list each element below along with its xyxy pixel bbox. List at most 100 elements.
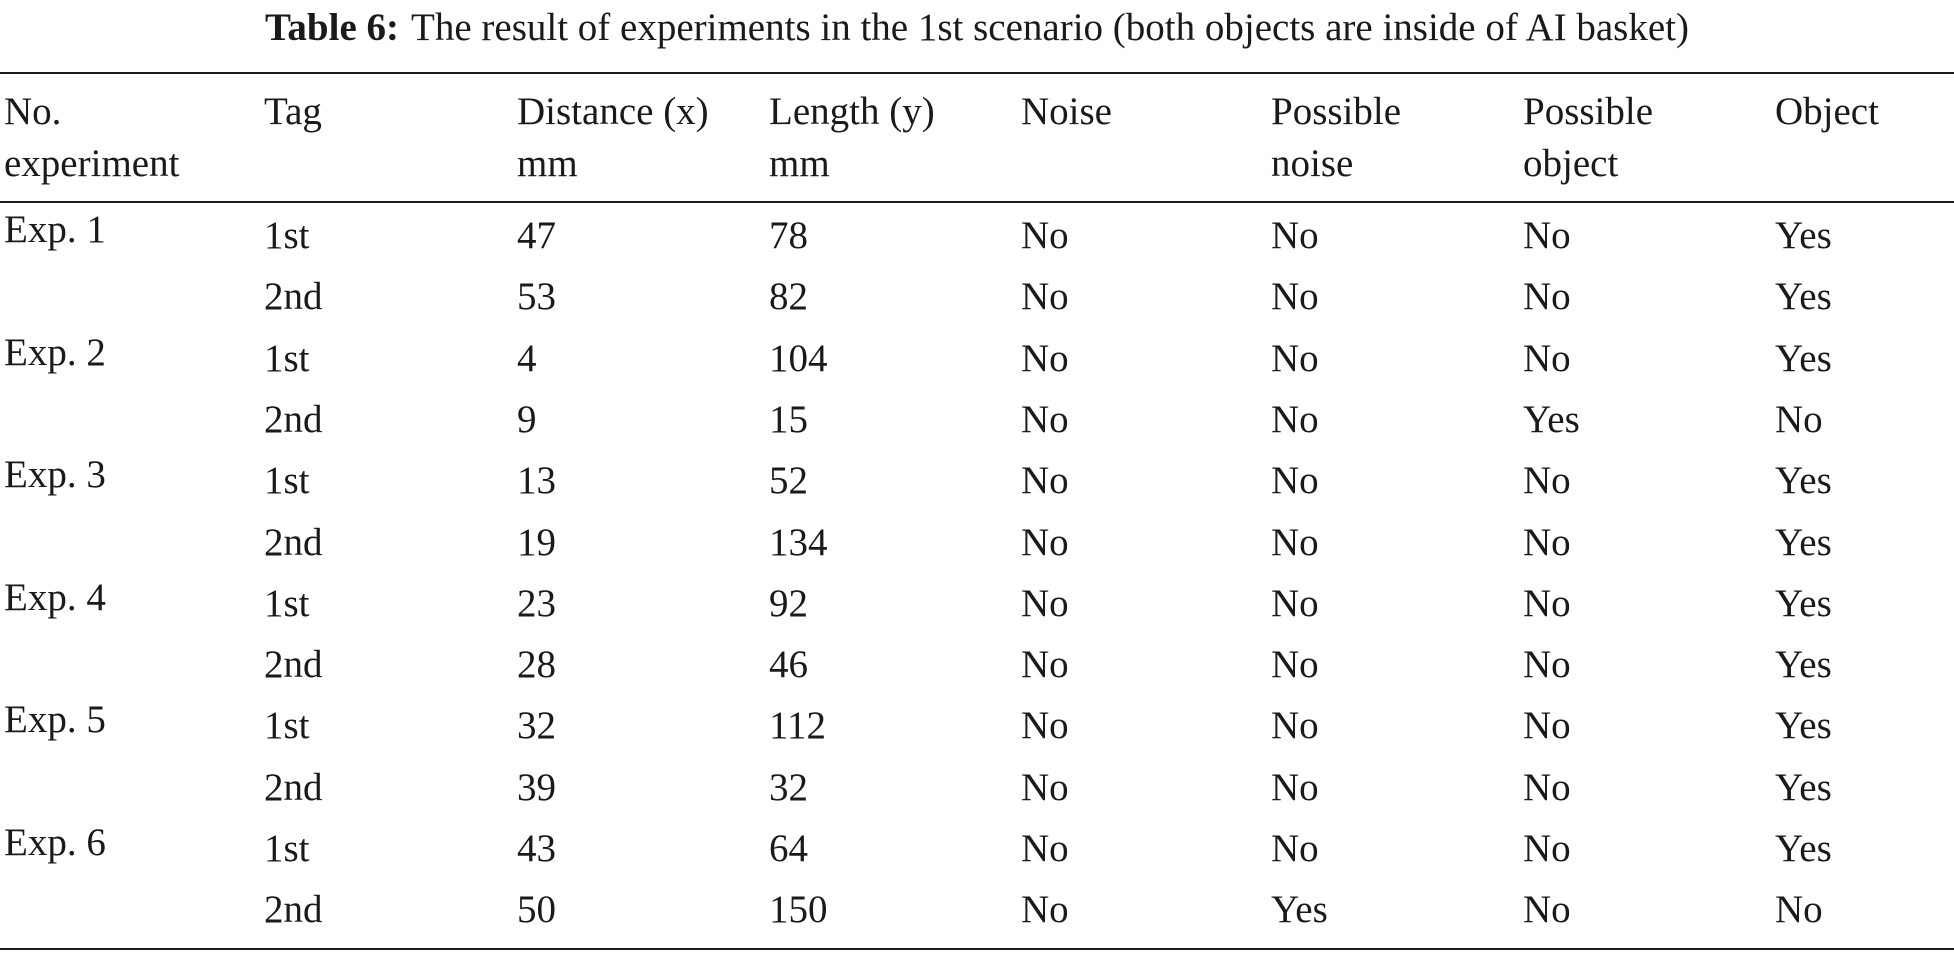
cell-possible-object: No [1523, 275, 1571, 319]
cell-noise: No [1021, 581, 1069, 625]
cell-possible-noise: No [1271, 459, 1319, 503]
cell-distance: 32 [517, 704, 556, 748]
cell-possible-noise: No [1271, 704, 1319, 748]
table-caption: Table 6: The result of experiments in the… [0, 0, 1954, 56]
header-line: experiment [4, 142, 180, 185]
cell-tag: 2nd [264, 520, 323, 564]
cell-distance: 23 [517, 581, 556, 625]
header-line: Distance (x) [517, 90, 709, 133]
cell-length: 150 [769, 888, 828, 932]
cell-tag: 1st [264, 704, 310, 748]
cell-experiment: Exp. 3 [4, 453, 106, 497]
cell-experiment: Exp. 5 [4, 698, 106, 742]
cell-object: No [1775, 397, 1823, 441]
cell-possible-object: No [1523, 214, 1571, 257]
cell-possible-object: No [1523, 643, 1571, 687]
header-no-experiment: No. experiment [4, 86, 179, 190]
cell-tag: 1st [264, 827, 310, 870]
header-rule [0, 201, 1954, 203]
cell-noise: No [1021, 336, 1069, 380]
cell-object: Yes [1775, 520, 1832, 564]
cell-length: 82 [769, 275, 808, 319]
cell-object: Yes [1775, 765, 1832, 809]
cell-distance: 13 [517, 459, 556, 503]
cell-tag: 1st [264, 336, 310, 380]
cell-length: 15 [769, 397, 808, 441]
cell-object: Yes [1775, 704, 1832, 748]
cell-length: 104 [769, 336, 828, 380]
cell-possible-noise: No [1271, 275, 1319, 319]
header-line: Possible [1271, 90, 1402, 133]
header-line: Length (y) [769, 90, 935, 133]
cell-object: Yes [1775, 214, 1832, 257]
cell-distance: 28 [517, 643, 556, 687]
cell-possible-object: Yes [1523, 397, 1580, 441]
cell-possible-object: No [1523, 888, 1571, 932]
top-rule [0, 72, 1954, 74]
cell-object: Yes [1775, 827, 1832, 870]
header-line: object [1523, 142, 1619, 185]
cell-tag: 2nd [264, 275, 323, 319]
cell-distance: 43 [517, 827, 556, 870]
cell-length: 112 [769, 704, 827, 748]
cell-tag: 2nd [264, 397, 323, 441]
cell-object: Yes [1775, 336, 1832, 380]
cell-possible-object: No [1523, 765, 1571, 809]
header-line: mm [769, 142, 830, 185]
cell-possible-noise: No [1271, 827, 1319, 870]
cell-experiment: Exp. 6 [4, 821, 106, 864]
cell-noise: No [1021, 214, 1069, 257]
cell-tag: 1st [264, 459, 310, 503]
cell-noise: No [1021, 459, 1069, 503]
header-line: Possible [1523, 90, 1654, 133]
cell-object: Yes [1775, 581, 1832, 625]
cell-noise: No [1021, 765, 1069, 809]
cell-possible-noise: No [1271, 336, 1319, 380]
cell-length: 134 [769, 520, 828, 564]
cell-distance: 9 [517, 397, 537, 441]
cell-length: 64 [769, 827, 808, 870]
cell-length: 32 [769, 765, 808, 809]
bottom-rule [0, 948, 1954, 950]
header-tag: Tag [264, 86, 322, 138]
cell-tag: 1st [264, 581, 310, 625]
header-distance: Distance (x) mm [517, 86, 709, 190]
header-line: Noise [1021, 90, 1112, 133]
cell-possible-object: No [1523, 520, 1571, 564]
cell-object: Yes [1775, 643, 1832, 687]
header-noise: Noise [1021, 86, 1112, 138]
cell-possible-noise: No [1271, 397, 1319, 441]
cell-possible-noise: No [1271, 520, 1319, 564]
cell-noise: No [1021, 704, 1069, 748]
cell-noise: No [1021, 520, 1069, 564]
cell-distance: 47 [517, 214, 556, 257]
cell-noise: No [1021, 643, 1069, 687]
header-possible-object: Possible object [1523, 86, 1653, 190]
cell-noise: No [1021, 275, 1069, 319]
header-line: noise [1271, 142, 1354, 185]
cell-tag: 2nd [264, 643, 323, 687]
cell-length: 78 [769, 214, 808, 257]
header-object: Object [1775, 86, 1879, 138]
cell-possible-object: No [1523, 704, 1571, 748]
cell-noise: No [1021, 397, 1069, 441]
cell-distance: 50 [517, 888, 556, 932]
cell-length: 46 [769, 643, 808, 687]
cell-object: Yes [1775, 275, 1832, 319]
cell-length: 52 [769, 459, 808, 503]
cell-possible-noise: No [1271, 214, 1319, 257]
cell-distance: 53 [517, 275, 556, 319]
cell-experiment: Exp. 1 [4, 208, 106, 251]
header-line: Tag [264, 90, 322, 133]
cell-tag: 2nd [264, 888, 323, 932]
cell-experiment: Exp. 2 [4, 330, 106, 374]
cell-possible-noise: No [1271, 765, 1319, 809]
cell-possible-noise: Yes [1271, 888, 1328, 932]
cell-possible-object: No [1523, 581, 1571, 625]
header-line: mm [517, 142, 578, 185]
caption-label: Table 6: [265, 6, 400, 49]
cell-distance: 4 [517, 336, 537, 380]
header-line: No. [4, 90, 62, 133]
header-length: Length (y) mm [769, 86, 935, 190]
cell-possible-noise: No [1271, 581, 1319, 625]
